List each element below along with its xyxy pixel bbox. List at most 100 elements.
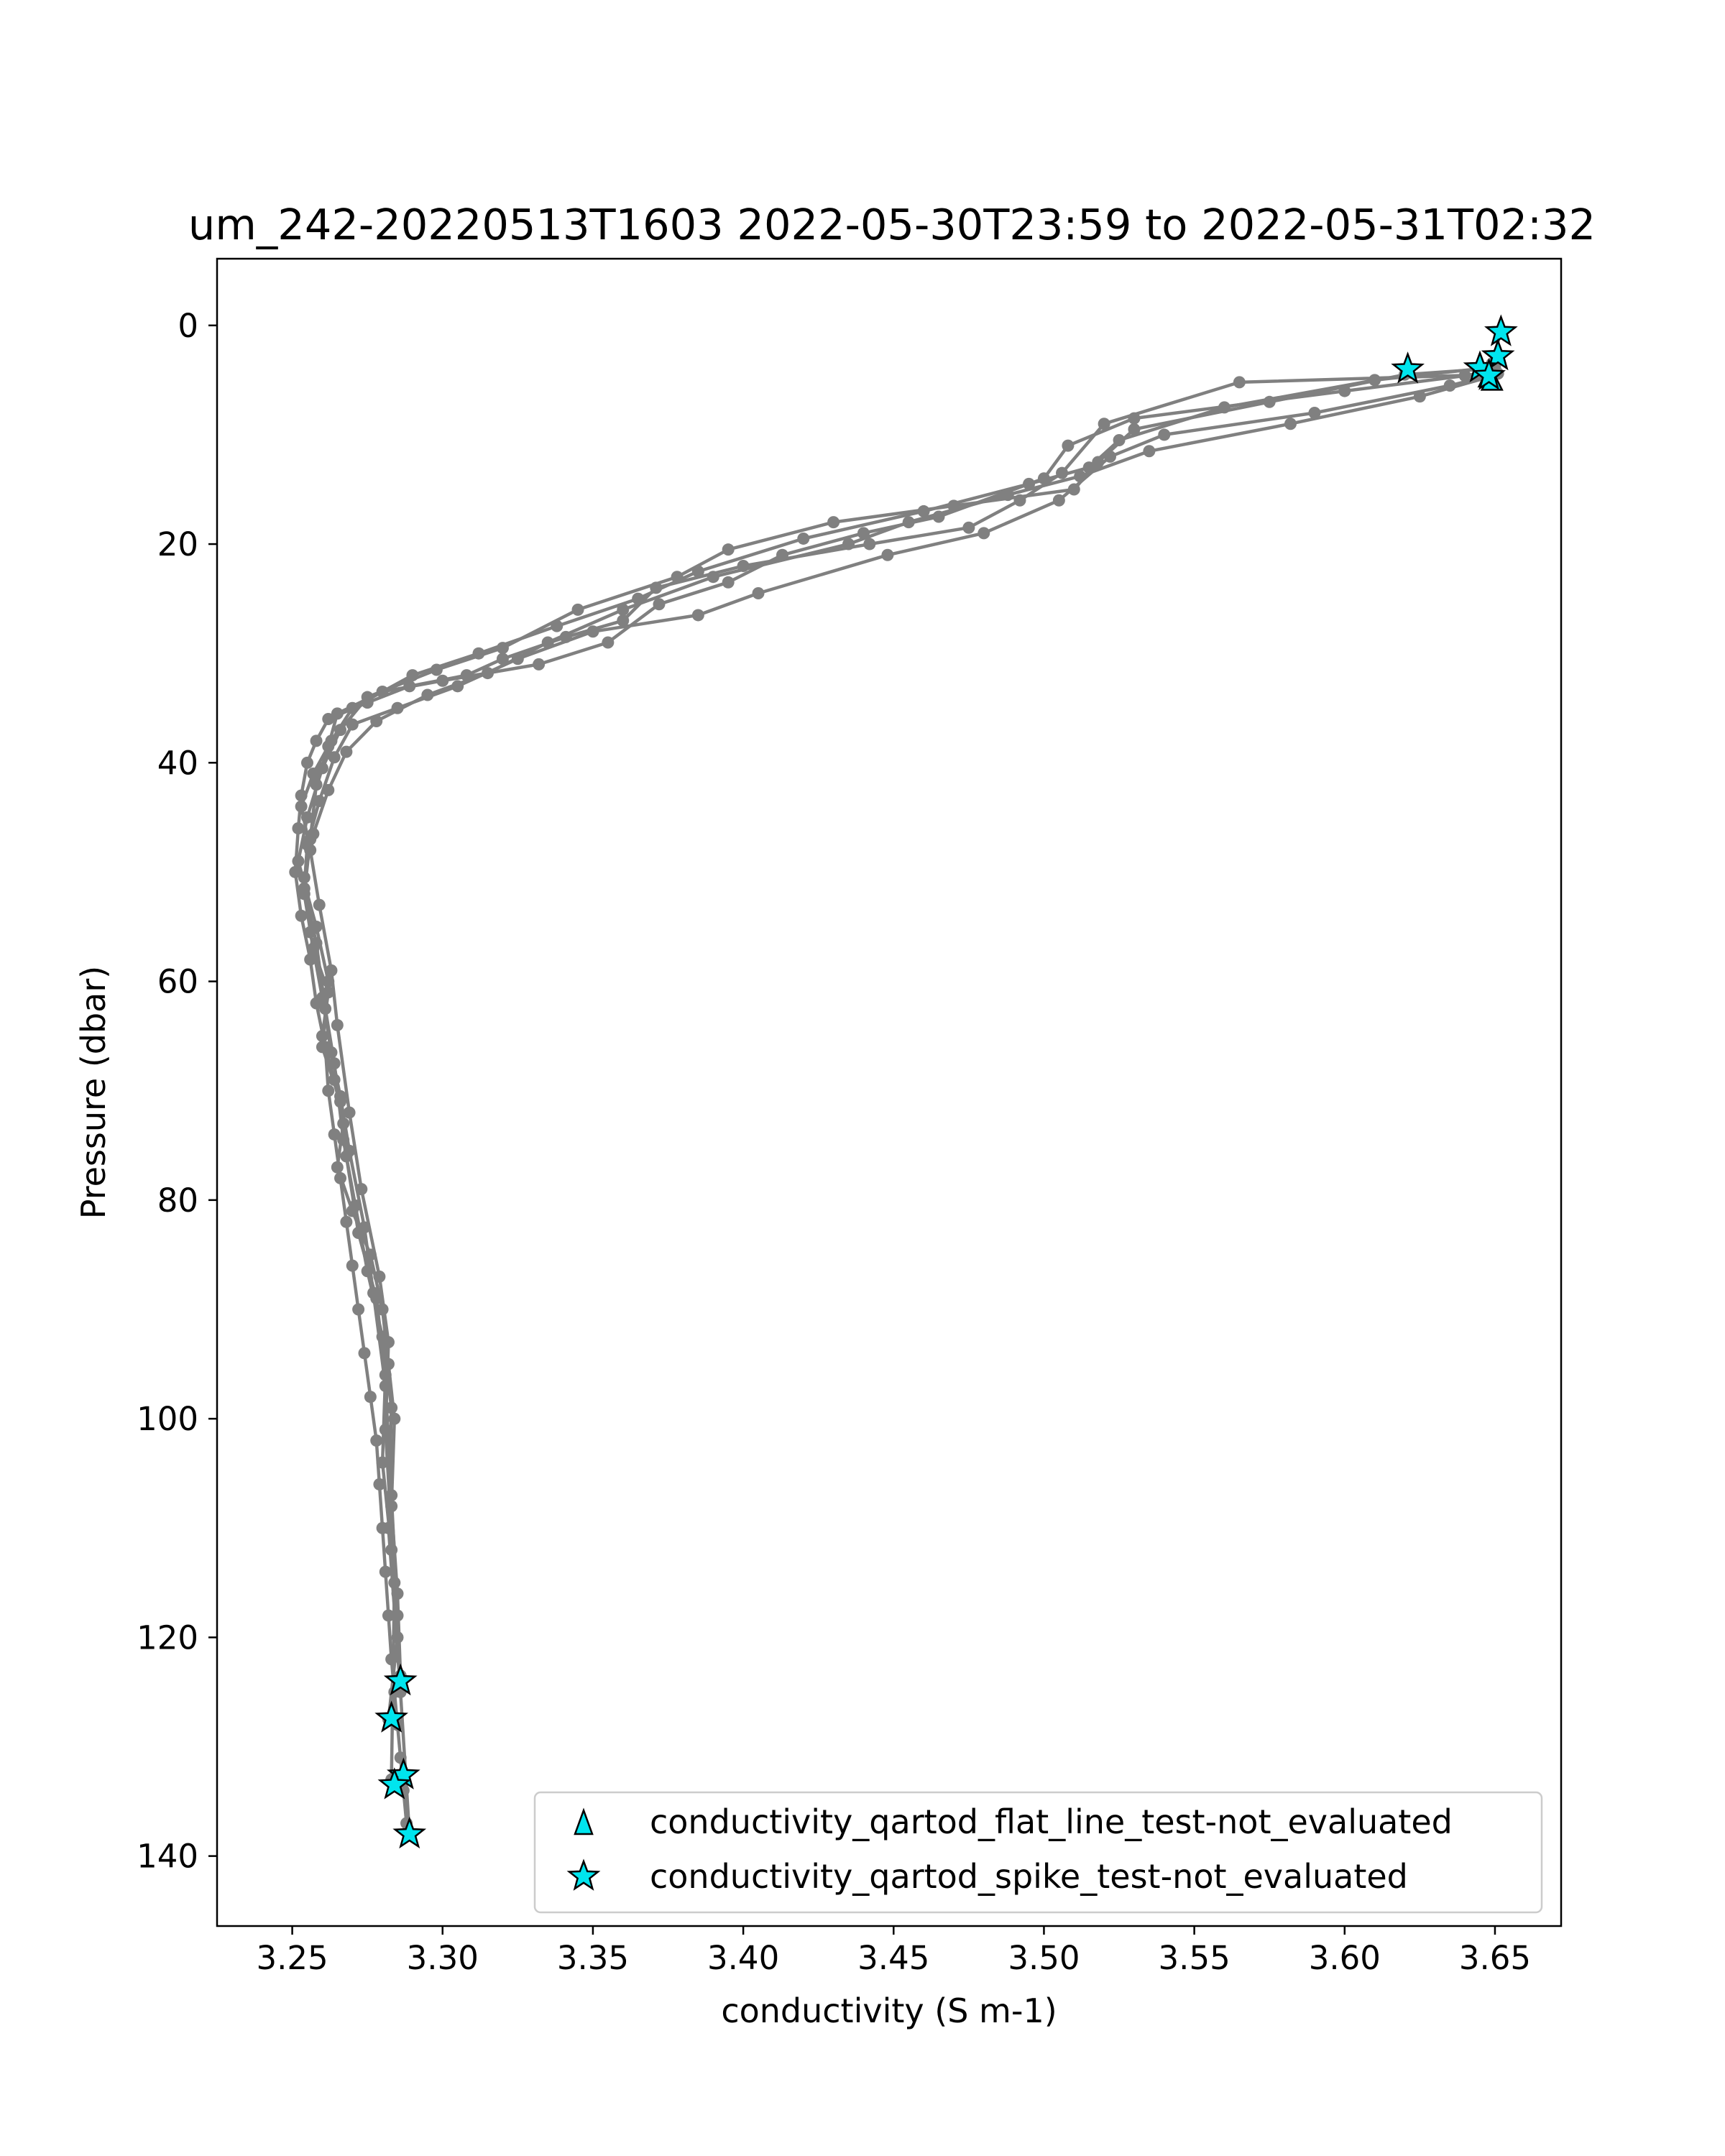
profile-point <box>346 718 359 731</box>
x-axis-label: conductivity (S m-1) <box>721 1991 1057 2030</box>
profile-point <box>316 991 328 1004</box>
profile-point <box>325 964 338 977</box>
profile-point <box>325 734 338 747</box>
profile-point <box>328 751 341 764</box>
profile-point <box>653 598 666 611</box>
y-tick-label: 40 <box>157 744 198 782</box>
y-tick-label: 100 <box>137 1400 198 1438</box>
profile-point <box>1052 494 1065 507</box>
profile-point <box>301 756 314 769</box>
y-tick-label: 120 <box>137 1618 198 1657</box>
profile-point <box>352 1303 365 1316</box>
profile-point <box>722 543 735 556</box>
profile-point <box>328 1128 341 1141</box>
profile-point <box>391 1609 404 1622</box>
profile-point <box>586 625 599 638</box>
profile-point <box>978 527 990 540</box>
profile-point <box>827 516 840 529</box>
profile-point <box>752 587 765 600</box>
profile-point <box>962 521 975 534</box>
x-tick-label: 3.45 <box>857 1939 929 1977</box>
profile-point <box>289 865 302 878</box>
profile-point <box>617 614 630 627</box>
profile-point <box>322 1084 335 1097</box>
profile-point <box>295 909 308 922</box>
x-tick-label: 3.35 <box>557 1939 629 1977</box>
profile-point <box>1128 423 1141 436</box>
profile-line <box>303 372 1499 1835</box>
y-tick-label: 140 <box>137 1838 198 1876</box>
spike-flag-marker <box>1484 314 1518 346</box>
profile-line <box>299 365 1496 1780</box>
profile-point <box>436 674 449 687</box>
profile-point <box>1103 450 1116 463</box>
profile-point <box>1218 401 1230 414</box>
profile-point <box>292 822 305 835</box>
spike-flag-marker <box>392 1816 427 1849</box>
profile-point <box>298 871 310 884</box>
profile-point <box>340 745 353 758</box>
legend-label-spike: conductivity_qartod_spike_test-not_evalu… <box>650 1857 1408 1896</box>
spike-flag-marker <box>374 1700 408 1733</box>
x-tick-label: 3.65 <box>1459 1939 1531 1977</box>
profile-point <box>379 1565 392 1578</box>
profile-point <box>722 576 735 589</box>
spike-flag-marker <box>377 1767 412 1800</box>
profile-point <box>421 688 434 701</box>
profile-point <box>304 926 317 939</box>
profile-point <box>1128 412 1141 425</box>
profile-point <box>307 768 320 780</box>
profile-point <box>292 854 305 867</box>
profile-point <box>370 715 383 728</box>
profile-point <box>307 827 320 840</box>
plot-area <box>217 259 1561 1926</box>
profile-point <box>340 1215 353 1228</box>
legend-label-flat-line: conductivity_qartod_flat_line_test-not_e… <box>650 1802 1453 1841</box>
profile-point <box>541 636 554 649</box>
profile-point <box>1458 369 1471 382</box>
profile-point <box>364 1391 377 1404</box>
profile-point <box>1413 390 1426 403</box>
legend-triangle-icon <box>574 1807 594 1835</box>
profile-point <box>367 1286 380 1299</box>
profile-point <box>313 898 326 911</box>
qc-flag-markers <box>374 314 1518 1849</box>
profile-point <box>316 1041 328 1054</box>
profile-point <box>346 1259 359 1272</box>
profile-line <box>303 376 1487 1616</box>
profile-point <box>617 603 630 616</box>
profile-point <box>358 1347 371 1360</box>
profile-point <box>842 538 855 550</box>
profile-point <box>496 653 509 665</box>
x-tick-label: 3.25 <box>256 1939 328 1977</box>
profile-point <box>917 505 930 517</box>
spike-flag-marker <box>1391 351 1425 384</box>
profile-point <box>1074 470 1087 483</box>
x-tick-label: 3.40 <box>707 1939 779 1977</box>
profile-point <box>379 1379 392 1392</box>
profile-point <box>482 667 494 680</box>
profile-point <box>1284 418 1297 430</box>
x-tick-label: 3.60 <box>1309 1939 1381 1977</box>
y-tick-label: 80 <box>157 1181 198 1220</box>
y-axis-label: Pressure (dbar) <box>74 966 113 1219</box>
profile-point <box>863 538 876 550</box>
x-tick-label: 3.50 <box>1008 1939 1080 1977</box>
profile-point <box>343 1106 356 1119</box>
y-tick-label: 0 <box>178 307 198 345</box>
spike-flag-marker <box>1481 338 1515 371</box>
profile-point <box>472 647 485 660</box>
profile-point <box>533 658 546 671</box>
profile-point <box>406 669 419 682</box>
profile-point <box>1113 434 1126 447</box>
profile-point <box>376 1456 389 1469</box>
chart-title: um_242-20220513T1603 2022-05-30T23:59 to… <box>188 200 1596 249</box>
profile-point <box>1158 428 1171 441</box>
profile-point <box>1001 489 1014 502</box>
plot-frame <box>216 257 1563 1927</box>
profile-point <box>1143 445 1156 458</box>
profile-point <box>331 707 344 720</box>
profile-point <box>385 1489 398 1502</box>
profile-point <box>343 1144 356 1157</box>
